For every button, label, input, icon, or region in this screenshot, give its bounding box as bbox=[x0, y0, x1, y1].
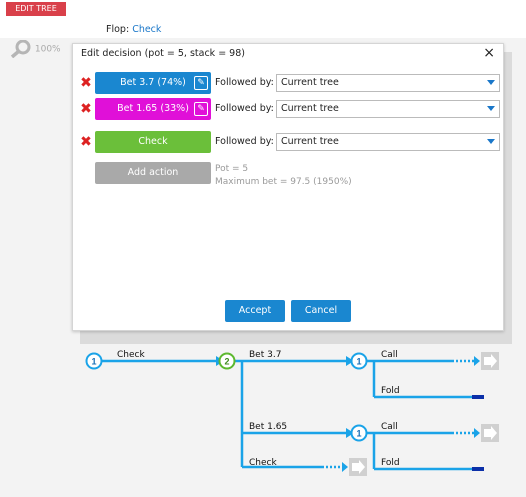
dialog-title: Edit decision (pot = 5, stack = 98) bbox=[81, 48, 245, 59]
edit-decision-dialog: Edit decision (pot = 5, stack = 98) × ✖ … bbox=[72, 43, 504, 331]
terminal-marker bbox=[472, 395, 484, 399]
dropdown-arrow-icon bbox=[487, 106, 495, 111]
edge-label: Bet 1.65 bbox=[249, 422, 288, 432]
accept-button[interactable]: Accept bbox=[225, 300, 285, 322]
edge-label: Fold bbox=[381, 386, 400, 396]
max-bet-text: Maximum bet = 97.5 (1950%) bbox=[215, 177, 352, 187]
dropdown-arrow-icon bbox=[487, 139, 495, 144]
flop-breadcrumb: Flop: Check bbox=[106, 24, 161, 35]
action-row: ✖ Bet 3.7 (74%) ✎ Followed by: Current t… bbox=[73, 72, 503, 94]
followed-by-label: Followed by: bbox=[215, 77, 274, 88]
edge-label: Call bbox=[381, 422, 398, 432]
edge-label: Check bbox=[117, 350, 145, 360]
action-button-bet-1-65[interactable]: Bet 1.65 (33%) ✎ bbox=[95, 98, 211, 120]
terminal-marker bbox=[472, 467, 484, 471]
followed-by-label: Followed by: bbox=[215, 136, 274, 147]
zoom-level: 100% bbox=[34, 44, 61, 55]
node-label: 2 bbox=[224, 357, 229, 367]
edit-icon[interactable]: ✎ bbox=[194, 102, 208, 116]
pot-text: Pot = 5 bbox=[215, 164, 249, 174]
followed-by-label: Followed by: bbox=[215, 103, 274, 114]
edit-icon[interactable]: ✎ bbox=[194, 76, 208, 90]
delete-action-icon[interactable]: ✖ bbox=[80, 134, 92, 150]
tree-node[interactable] bbox=[350, 352, 368, 370]
node-label: 1 bbox=[91, 357, 96, 367]
action-row: ✖ Check Followed by: Current tree bbox=[73, 131, 503, 153]
followed-by-value: Current tree bbox=[281, 103, 339, 114]
followed-by-select[interactable]: Current tree bbox=[276, 100, 500, 118]
delete-action-icon[interactable]: ✖ bbox=[80, 101, 92, 117]
flop-value-link[interactable]: Check bbox=[132, 24, 162, 35]
edge-label: Check bbox=[249, 458, 277, 468]
pot-info: Pot = 5 Maximum bet = 97.5 (1950%) bbox=[215, 163, 352, 189]
edge-label: Bet 3.7 bbox=[249, 350, 282, 360]
tree-node[interactable] bbox=[350, 424, 368, 442]
action-row: ✖ Bet 1.65 (33%) ✎ Followed by: Current … bbox=[73, 98, 503, 120]
action-button-bet-3-7[interactable]: Bet 3.7 (74%) ✎ bbox=[95, 72, 211, 94]
close-icon[interactable]: × bbox=[483, 45, 495, 61]
node-label: 1 bbox=[356, 429, 361, 439]
zoom-control[interactable]: 100% bbox=[10, 39, 61, 59]
dropdown-arrow-icon bbox=[487, 80, 495, 85]
action-label: Check bbox=[138, 136, 168, 147]
cancel-button[interactable]: Cancel bbox=[291, 300, 351, 322]
magnifier-icon bbox=[10, 39, 31, 59]
delete-action-icon[interactable]: ✖ bbox=[80, 75, 92, 91]
action-button-check[interactable]: Check bbox=[95, 131, 211, 153]
node-label: 1 bbox=[356, 357, 361, 367]
tree-node[interactable] bbox=[218, 352, 236, 370]
add-action-button[interactable]: Add action bbox=[95, 162, 211, 184]
followed-by-value: Current tree bbox=[281, 136, 339, 147]
edit-tree-button[interactable]: EDIT TREE bbox=[6, 2, 66, 16]
action-label: Bet 3.7 (74%) bbox=[120, 77, 186, 88]
action-label: Bet 1.65 (33%) bbox=[117, 103, 189, 114]
edge-label: Call bbox=[381, 350, 398, 360]
flop-label: Flop: bbox=[106, 24, 130, 35]
followed-by-value: Current tree bbox=[281, 77, 339, 88]
edge-label: Fold bbox=[381, 458, 400, 468]
followed-by-select[interactable]: Current tree bbox=[276, 74, 500, 92]
tree-node[interactable] bbox=[85, 352, 103, 370]
followed-by-select[interactable]: Current tree bbox=[276, 133, 500, 151]
